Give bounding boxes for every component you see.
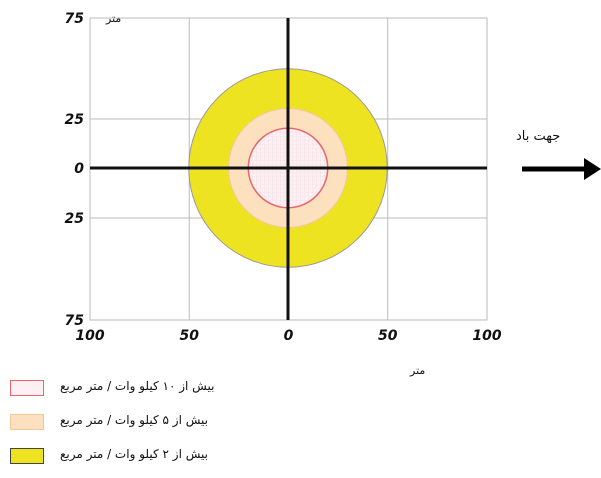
y-tick-label: 0 [74,161,84,177]
x-tick-label: 50 [180,328,200,344]
wind-direction-arrow [522,158,601,180]
legend-label: بیش از ۲ کیلو وات / متر مربع [60,447,208,461]
legend-swatch [10,414,44,430]
axes [90,18,487,320]
x-tick-label: 100 [472,328,501,344]
x-tick-label: 50 [378,328,398,344]
y-axis-unit: متر [105,12,121,25]
y-tick-label: 75 [65,11,85,27]
y-tick-label: 75 [65,313,85,329]
legend-label: بیش از ۱۰ کیلو وات / متر مربع [60,379,215,393]
legend-label: بیش از ۵ کیلو وات / متر مربع [60,413,208,427]
x-tick-label: 0 [284,328,294,344]
y-tick-label: 25 [65,112,85,128]
x-axis-unit: متر [409,364,425,377]
legend-swatch [10,448,44,464]
y-tick-label: 25 [65,211,85,227]
wind-direction-label: جهت باد [516,129,560,144]
legend-swatch [10,380,44,396]
x-tick-label: 100 [75,328,104,344]
